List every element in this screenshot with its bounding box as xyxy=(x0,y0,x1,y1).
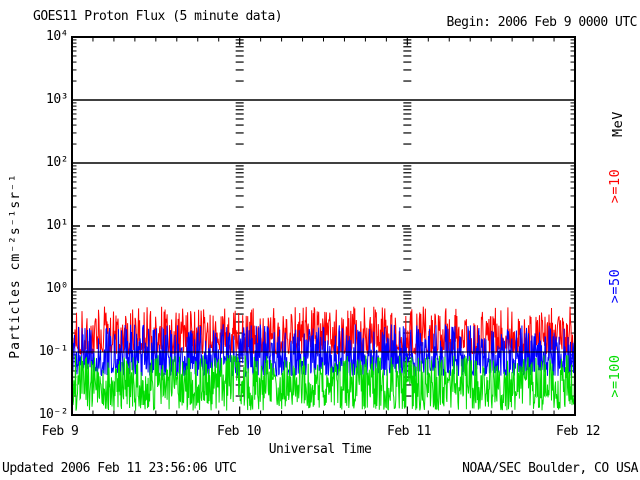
noaa-credit: NOAA/SEC Boulder, CO USA xyxy=(462,461,638,476)
x-tick-label-feb10: Feb 10 xyxy=(217,424,261,439)
plot-border xyxy=(71,36,576,416)
x-axis-title: Universal Time xyxy=(268,442,372,457)
x-tick-label-feb11: Feb 11 xyxy=(387,424,431,439)
legend-gte10-label: >=10 xyxy=(607,168,623,204)
x-tick-label-feb9: Feb 9 xyxy=(41,424,79,439)
x-tick-label-feb12: Feb 12 xyxy=(556,424,600,439)
y-tick-label-1e3: 10³ xyxy=(46,92,68,107)
y-tick-label-1e2: 10² xyxy=(46,155,68,170)
y-axis-title: Particles cm⁻²s⁻¹sr⁻¹ xyxy=(8,173,23,359)
y-tick-label-1e-1: 10⁻¹ xyxy=(38,344,69,359)
y-tick-label-1e0: 10⁰ xyxy=(46,281,68,296)
y-tick-label-1e4: 10⁴ xyxy=(46,29,68,44)
chart-title: GOES11 Proton Flux (5 minute data) xyxy=(33,9,283,24)
y-tick-label-1e1: 10¹ xyxy=(46,218,68,233)
begin-timestamp: Begin: 2006 Feb 9 0000 UTC xyxy=(446,15,638,30)
legend-gte100-label: >=100 xyxy=(607,354,623,398)
y-tick-label-1e-2: 10⁻² xyxy=(38,407,69,422)
legend-gte50-label: >=50 xyxy=(607,268,623,304)
updated-timestamp: Updated 2006 Feb 11 23:56:06 UTC xyxy=(2,461,237,476)
trace-gte100 xyxy=(71,355,576,412)
